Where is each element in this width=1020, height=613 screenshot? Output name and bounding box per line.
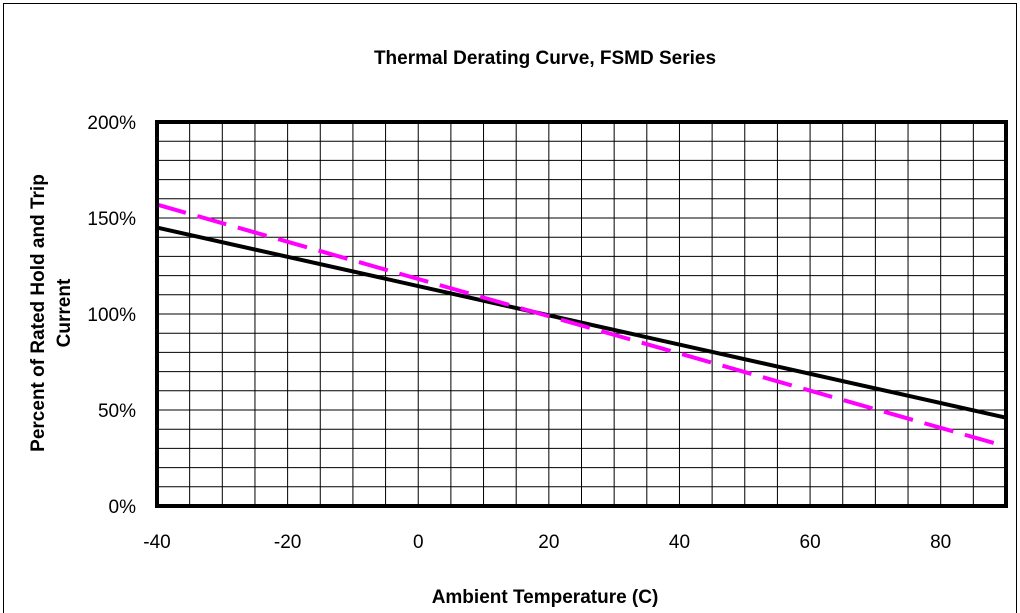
solid-series-line [156,225,1007,420]
y-tick-label: 50% [98,401,136,422]
y-tick-label: 100% [87,305,136,326]
dashed-series-line [156,202,1007,449]
chart-series [156,202,1007,449]
x-tick-label: 40 [669,532,690,553]
x-tick-label: 80 [930,532,951,553]
x-axis-title: Ambient Temperature (C) [432,587,659,608]
x-tick-label: 0 [413,532,424,553]
y-axis-title-line1: Percent of Rated Hold and Trip [28,174,49,452]
y-axis-title-line2: Current [54,278,75,347]
x-tick-label: 20 [538,532,559,553]
x-tick-label: -20 [274,532,301,553]
x-tick-label: -40 [143,532,170,553]
y-tick-labels: 0% 50% 100% 150% 200% [87,113,136,518]
y-tick-label: 200% [87,113,136,134]
chart-grid [156,121,1007,507]
x-tick-label: 60 [800,532,821,553]
x-tick-labels: -40 -20 0 20 40 60 80 [143,532,951,553]
y-tick-label: 0% [109,497,137,518]
y-tick-label: 150% [87,209,136,230]
chart-title: Thermal Derating Curve, FSMD Series [374,48,716,69]
plot-area-border [155,120,1008,508]
